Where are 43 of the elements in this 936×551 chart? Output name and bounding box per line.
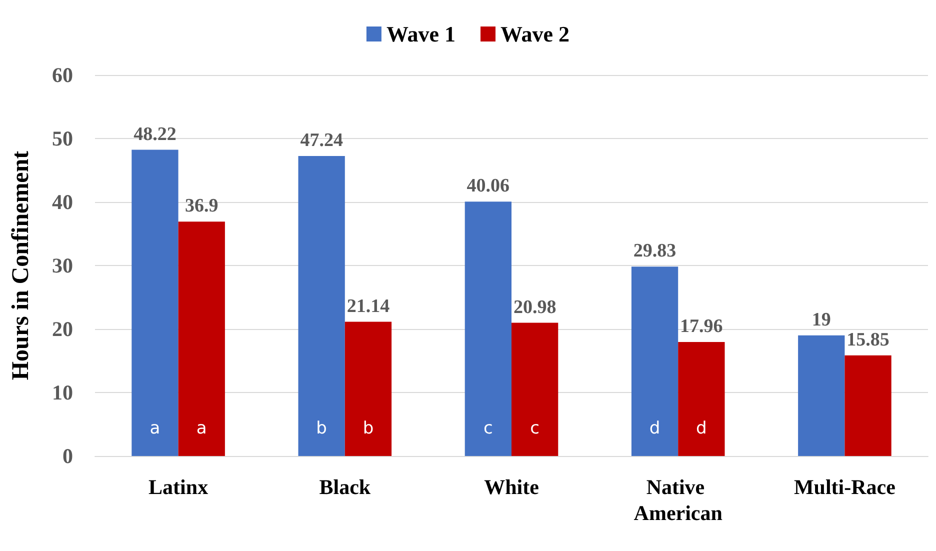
y-tick-label: 10 <box>52 380 73 404</box>
annotation: a <box>150 418 160 438</box>
annotation: d <box>696 418 707 438</box>
legend-label: Wave 2 <box>500 22 570 46</box>
x-tick-label: Black <box>319 475 371 499</box>
data-label: 47.24 <box>300 130 344 152</box>
data-label: 21.14 <box>346 296 390 317</box>
annotation: c <box>530 418 540 438</box>
data-label: 15.85 <box>846 329 890 350</box>
annotation: c <box>483 418 493 438</box>
data-label: 36.9 <box>185 196 218 217</box>
annotation: d <box>649 418 660 438</box>
bar <box>464 202 512 456</box>
data-label: 20.98 <box>513 296 556 318</box>
x-tick-label: Multi-Race <box>794 475 896 499</box>
y-tick-label: 40 <box>52 190 73 214</box>
data-label: 19 <box>812 309 831 330</box>
bar <box>298 156 345 456</box>
bar <box>798 335 845 456</box>
bar <box>844 355 892 456</box>
x-tick-label: Latinx <box>148 475 209 499</box>
bar <box>631 266 678 456</box>
legend-label: Wave 1 <box>386 22 456 46</box>
bar <box>512 322 558 456</box>
annotation: a <box>196 418 207 438</box>
bar <box>178 222 225 456</box>
x-tick-label: Native American <box>634 475 723 525</box>
y-tick-label: 0 <box>62 444 73 468</box>
bar <box>678 342 725 456</box>
y-tick-label: 30 <box>52 254 73 278</box>
data-label: 29.83 <box>633 240 676 262</box>
y-tick-label: 60 <box>52 63 73 87</box>
data-label: 48.22 <box>134 124 176 145</box>
bar <box>344 322 392 456</box>
annotation: b <box>316 418 327 438</box>
x-tick-label: White <box>484 475 539 499</box>
data-label: 40.06 <box>466 176 510 197</box>
bar <box>132 150 178 456</box>
y-axis-title: Hours in Confinement <box>8 150 34 380</box>
y-tick-label: 20 <box>52 317 73 341</box>
data-label: 17.96 <box>680 316 723 337</box>
annotation: b <box>362 418 374 438</box>
y-tick-label: 50 <box>52 126 73 150</box>
